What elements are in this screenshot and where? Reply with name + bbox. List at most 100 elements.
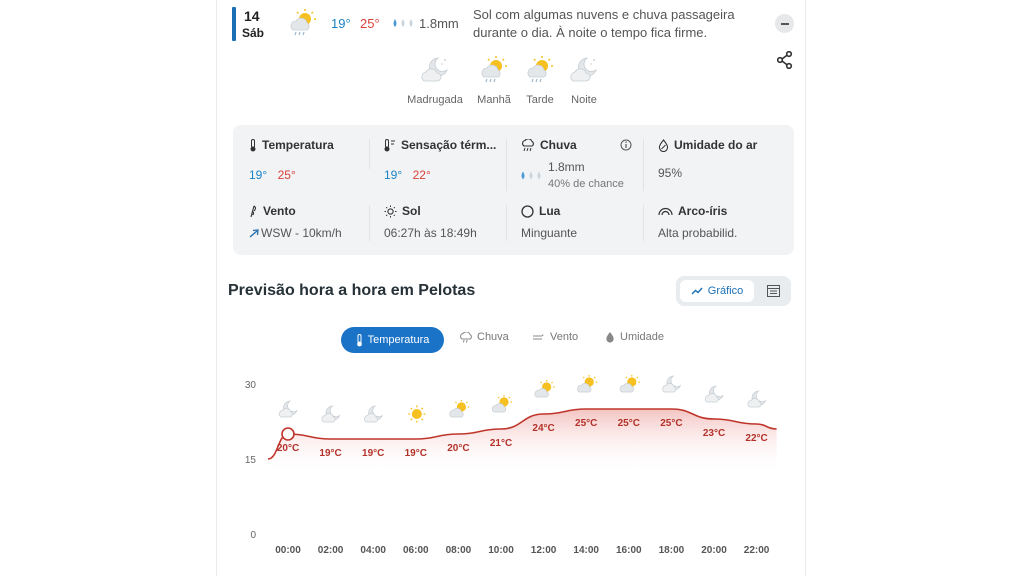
temperature-label: 25°C <box>660 418 682 429</box>
collapse-button[interactable] <box>775 14 794 33</box>
current-hour-marker <box>281 427 295 441</box>
tab-label: Umidade <box>620 331 665 343</box>
rain-drops-icon <box>393 19 413 27</box>
detail-sol: Sol 06:27h às 18:49h <box>384 204 477 240</box>
temperature-label: 19°C <box>405 448 427 459</box>
partly-sunny-icon <box>491 394 513 413</box>
humidity-icon <box>658 138 669 152</box>
rain-drops-icon <box>521 171 541 180</box>
temperature-label: 20°C <box>447 443 469 454</box>
share-icon[interactable] <box>777 51 793 69</box>
temperature-label: 24°C <box>532 423 554 434</box>
details-panel: Temperatura 19° 25° Sensação térm... 19°… <box>233 125 794 255</box>
cloudy-night-icon <box>278 400 298 418</box>
detail-lua: Lua Minguante <box>521 204 577 240</box>
divider <box>369 205 370 241</box>
rain-cloud-icon <box>460 331 472 343</box>
table-view-button[interactable] <box>762 281 784 301</box>
view-toggle: Gráfico <box>676 276 791 306</box>
detail-temp-max: 25° <box>277 168 296 182</box>
chart-view-button[interactable]: Gráfico <box>680 280 754 302</box>
x-tick-label: 14:00 <box>573 545 599 556</box>
day-weekday: Sáb <box>242 26 265 40</box>
detail-title: Arco-íris <box>678 204 728 218</box>
partly-sunny-icon <box>534 379 556 398</box>
period-label: Manhã <box>477 94 511 106</box>
temperature-label: 22°C <box>745 433 767 444</box>
divider <box>506 139 507 191</box>
chart-view-label: Gráfico <box>707 285 744 297</box>
detail-temp-min: 19° <box>249 168 268 182</box>
x-tick-label: 20:00 <box>701 545 727 556</box>
info-icon[interactable] <box>620 139 632 151</box>
day-temp-max: 25° <box>360 16 380 31</box>
detail-title: Sensação térm... <box>401 138 497 152</box>
wind-icon <box>250 205 257 217</box>
trend-chart-icon <box>691 287 703 295</box>
humidity-icon <box>606 332 614 343</box>
detail-humidity-value: 95% <box>658 166 683 180</box>
day-temp-min: 19° <box>331 16 351 31</box>
detail-feels-max: 22° <box>412 168 431 182</box>
tab-chuva[interactable]: Chuva <box>459 331 509 343</box>
tab-label: Temperatura <box>367 334 430 346</box>
detail-feels-min: 19° <box>384 168 403 182</box>
detail-title: Sol <box>402 204 421 218</box>
detail-moon-value: Minguante <box>521 226 578 240</box>
tab-umidade[interactable]: Umidade <box>605 331 664 343</box>
period-label: Noite <box>571 94 597 106</box>
thermometer-icon <box>356 333 362 346</box>
thermometer-icon <box>250 138 256 151</box>
detail-vento: Vento WSW - 10km/h <box>249 204 342 240</box>
tab-vento[interactable]: Vento <box>532 331 578 343</box>
sun-icon <box>384 205 397 217</box>
temperature-label: 25°C <box>618 418 640 429</box>
x-tick-label: 08:00 <box>446 545 472 556</box>
detail-title: Lua <box>539 204 561 218</box>
temperature-label: 19°C <box>319 448 341 459</box>
detail-title: Temperatura <box>262 138 334 152</box>
temperature-label: 19°C <box>362 448 384 459</box>
wind-icon <box>533 334 544 340</box>
moon-icon <box>521 204 534 218</box>
detail-umidade: Umidade do ar 95% <box>658 138 757 180</box>
detail-sun-value: 06:27h às 18:49h <box>384 226 477 240</box>
hourly-temperature-chart: 0 15 30 20°C 00:00 19°C 02:00 19°C 04:00 19°C 06:0… <box>245 374 777 556</box>
x-tick-label: 18:00 <box>659 545 685 556</box>
period-tarde: Tarde <box>510 55 570 106</box>
x-tick-label: 04:00 <box>360 545 386 556</box>
period-label: Madrugada <box>407 94 463 106</box>
y-tick-label: 15 <box>245 455 257 466</box>
detail-sensacao: Sensação térm... 19° 22° <box>384 138 496 184</box>
tab-label: Vento <box>550 331 579 343</box>
day-number: 14 <box>244 8 260 24</box>
minus-icon <box>780 22 789 25</box>
cloudy-night-icon <box>364 405 383 423</box>
x-tick-label: 10:00 <box>488 545 514 556</box>
partly-sunny-icon <box>619 374 641 393</box>
wind-direction-arrow-icon <box>249 228 259 238</box>
partly-sunny-icon <box>449 399 470 418</box>
detail-arco-iris: Arco-íris Alta probabilid. <box>658 204 737 240</box>
detail-title: Chuva <box>540 138 577 152</box>
sunny-rain-icon <box>481 56 507 83</box>
detail-rain-amount: 1.8mm <box>548 160 585 174</box>
divider <box>643 205 644 241</box>
detail-wind-value: WSW - 10km/h <box>261 226 342 240</box>
chart-plot-area: 0 15 30 20°C 00:00 19°C 02:00 19°C 04:00 19°C 06:0… <box>245 374 777 556</box>
rain-cloud-icon <box>522 138 534 151</box>
y-tick-label: 30 <box>245 380 257 391</box>
cloudy-night-icon <box>421 57 448 82</box>
temperature-label: 21°C <box>490 438 512 449</box>
cloudy-night-icon <box>662 375 681 393</box>
cloudy-night-icon <box>570 57 597 82</box>
day-rain-amount: 1.8mm <box>419 16 459 31</box>
period-label: Tarde <box>526 94 554 106</box>
sunny-rain-icon <box>527 56 553 83</box>
tab-temperatura[interactable]: Temperatura <box>341 327 444 353</box>
x-tick-label: 00:00 <box>275 545 301 556</box>
period-noite: Noite <box>554 55 614 106</box>
x-tick-label: 22:00 <box>744 545 770 556</box>
detail-temperatura: Temperatura 19° 25° <box>249 138 334 184</box>
